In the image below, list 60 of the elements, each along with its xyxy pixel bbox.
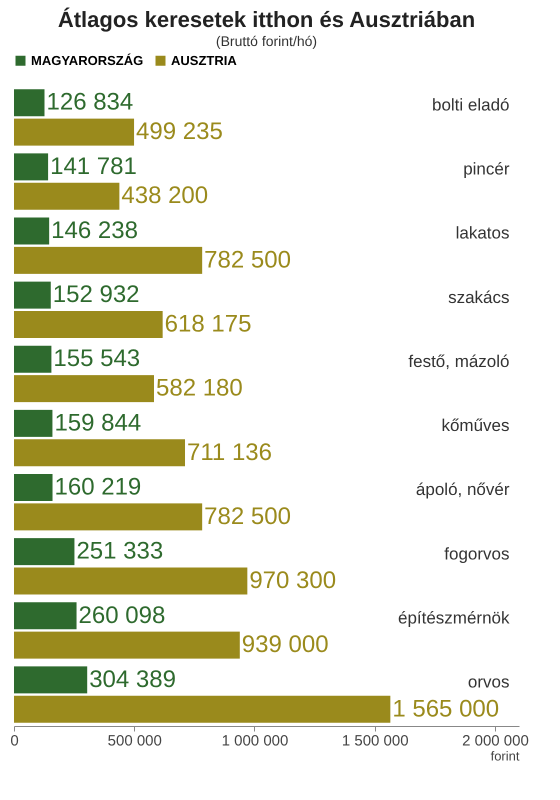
- data-label: 304 389: [89, 666, 176, 693]
- data-label: 251 333: [76, 538, 164, 565]
- x-axis-title: forint: [490, 748, 520, 764]
- bar: [14, 310, 163, 338]
- y-tick-label: építészmérnök: [398, 608, 510, 628]
- bar: [14, 602, 77, 630]
- y-tick-label: orvos: [468, 672, 510, 692]
- chart-subtitle: (Bruttó forint/hó): [216, 33, 318, 49]
- chart-title: Átlagos keresetek itthon és Ausztriában: [58, 7, 476, 32]
- bar: [14, 375, 154, 402]
- bar: [14, 182, 120, 210]
- bar: [14, 474, 53, 502]
- bar: [14, 410, 52, 437]
- bar: [14, 538, 74, 566]
- data-label: 159 844: [54, 409, 142, 436]
- y-tick-label: kőműves: [441, 416, 510, 436]
- y-tick-label: szakács: [448, 288, 510, 307]
- data-label: 499 235: [136, 118, 223, 146]
- bar: [14, 696, 390, 723]
- bar: [14, 153, 48, 180]
- data-label: 782 500: [204, 246, 291, 274]
- bar: [14, 567, 248, 595]
- data-label: 260 098: [78, 602, 166, 629]
- data-label: 782 500: [204, 502, 291, 530]
- data-label: 582 180: [156, 374, 243, 402]
- y-tick-label: bolti eladó: [432, 95, 510, 114]
- data-label: 970 300: [249, 567, 336, 594]
- y-tick-label: festő, mázoló: [408, 352, 510, 371]
- legend-label: MAGYARORSZÁG: [31, 52, 144, 68]
- x-tick-label: 1 000 000: [222, 732, 288, 750]
- bar: [14, 503, 202, 530]
- data-label: 711 136: [187, 438, 272, 466]
- x-tick-label: 1 500 000: [342, 732, 409, 750]
- data-label: 618 175: [164, 310, 252, 338]
- legend-label: AUSZTRIA: [171, 52, 238, 68]
- bar: [14, 89, 44, 116]
- bar: [14, 217, 50, 245]
- data-label: 1 565 000: [392, 695, 500, 722]
- x-tick-label: 500 000: [108, 732, 162, 750]
- data-label: 438 200: [121, 182, 208, 210]
- y-tick-label: ápoló, nővér: [416, 480, 510, 500]
- x-tick-label: 0: [10, 732, 19, 750]
- data-label: 146 238: [51, 216, 138, 244]
- data-label: 152 932: [52, 281, 140, 308]
- data-label: 155 543: [53, 345, 140, 372]
- data-label: 126 834: [46, 88, 134, 116]
- x-tick-label: 2 000 000: [462, 732, 529, 750]
- bar: [14, 346, 52, 373]
- y-tick-label: pincér: [463, 160, 510, 179]
- bar: [14, 118, 134, 146]
- bar: [14, 282, 51, 309]
- data-label: 939 000: [242, 631, 329, 658]
- bar: [14, 666, 88, 694]
- data-label: 141 781: [50, 152, 137, 180]
- y-tick-label: fogorvos: [444, 544, 510, 564]
- bar: [14, 632, 240, 659]
- data-label: 160 219: [54, 473, 142, 500]
- y-tick-label: lakatos: [456, 224, 510, 243]
- bar: [14, 439, 186, 466]
- bar: [14, 246, 202, 274]
